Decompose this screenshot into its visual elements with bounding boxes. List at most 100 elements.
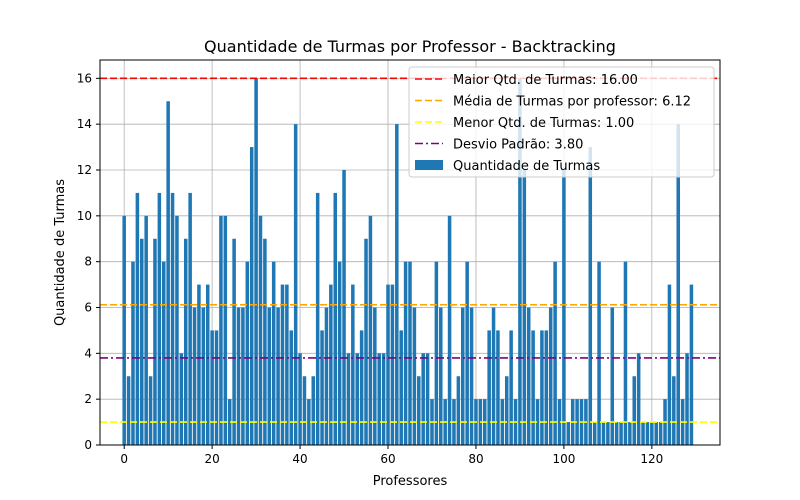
bar bbox=[293, 124, 298, 446]
bar bbox=[526, 307, 531, 445]
bar bbox=[614, 422, 619, 445]
bar bbox=[658, 422, 663, 445]
bar bbox=[425, 353, 430, 445]
y-tick-label: 0 bbox=[84, 438, 92, 452]
bar bbox=[241, 307, 245, 445]
bar bbox=[210, 330, 214, 445]
bar bbox=[153, 238, 157, 445]
bar bbox=[509, 330, 513, 445]
bar bbox=[592, 422, 597, 445]
bar bbox=[373, 307, 377, 445]
bar bbox=[254, 78, 258, 445]
bar bbox=[610, 307, 615, 445]
bar bbox=[619, 422, 623, 445]
bar bbox=[135, 192, 140, 445]
bar bbox=[412, 307, 417, 445]
plot-area bbox=[99, 59, 721, 446]
x-tick-label: 120 bbox=[640, 452, 663, 466]
bar bbox=[606, 422, 610, 445]
x-tick-label: 80 bbox=[468, 452, 483, 466]
x-tick-label: 20 bbox=[204, 452, 219, 466]
bar bbox=[302, 376, 307, 445]
bar bbox=[368, 215, 373, 445]
bar bbox=[280, 284, 285, 445]
bar bbox=[258, 215, 263, 445]
bar bbox=[285, 284, 289, 445]
x-tick-label: 100 bbox=[552, 452, 575, 466]
bar bbox=[377, 353, 381, 445]
legend-swatch bbox=[415, 160, 443, 170]
bar bbox=[641, 422, 645, 445]
bar bbox=[632, 376, 637, 445]
x-axis-ticks: 0 20 40 60 80 100 120 bbox=[120, 445, 663, 466]
y-tick-label: 12 bbox=[77, 163, 92, 177]
bar bbox=[140, 238, 144, 445]
bar bbox=[157, 192, 162, 445]
bar bbox=[227, 399, 232, 445]
legend-label: Desvio Padrão: 3.80 bbox=[453, 138, 583, 153]
legend-label: Quantidade de Turmas bbox=[453, 159, 600, 174]
bar bbox=[496, 330, 500, 445]
bar bbox=[566, 422, 571, 445]
bar bbox=[672, 376, 676, 445]
bar bbox=[162, 261, 166, 445]
bar bbox=[654, 422, 658, 445]
bar bbox=[179, 353, 184, 445]
bar bbox=[351, 284, 355, 445]
bar bbox=[588, 147, 593, 446]
x-tick-label: 40 bbox=[292, 452, 307, 466]
bar bbox=[636, 353, 641, 445]
bar bbox=[236, 307, 241, 445]
bar bbox=[465, 261, 469, 445]
bar bbox=[144, 215, 148, 445]
bar bbox=[188, 192, 192, 445]
bar bbox=[320, 330, 324, 445]
bar bbox=[355, 353, 359, 445]
bar bbox=[421, 353, 425, 445]
bar bbox=[439, 307, 443, 445]
bar bbox=[197, 284, 201, 445]
bar bbox=[531, 330, 535, 445]
bar bbox=[628, 422, 632, 445]
bar bbox=[324, 307, 329, 445]
bar bbox=[364, 238, 368, 445]
bar bbox=[650, 422, 654, 445]
bar bbox=[562, 170, 566, 445]
bar bbox=[491, 307, 496, 445]
bar bbox=[359, 330, 364, 445]
legend-label: Menor Qtd. de Turmas: 1.00 bbox=[453, 116, 634, 131]
bar bbox=[469, 307, 474, 445]
bar bbox=[245, 261, 250, 445]
x-axis-label: Professores bbox=[373, 474, 448, 489]
y-tick-label: 4 bbox=[84, 346, 92, 360]
bar bbox=[487, 330, 491, 445]
bar bbox=[192, 307, 197, 445]
y-tick-label: 6 bbox=[84, 301, 92, 315]
bar bbox=[676, 124, 680, 446]
bar bbox=[689, 284, 694, 445]
bar bbox=[623, 261, 628, 445]
legend: Maior Qtd. de Turmas: 16.00 Média de Turm… bbox=[408, 66, 715, 178]
bar bbox=[122, 215, 126, 445]
chart-title: Quantidade de Turmas por Professor - Bac… bbox=[204, 37, 616, 56]
bar bbox=[685, 353, 689, 445]
bar bbox=[249, 147, 254, 446]
bar bbox=[263, 238, 267, 445]
bar bbox=[461, 307, 465, 445]
bar bbox=[601, 422, 606, 445]
bar bbox=[408, 261, 412, 445]
bar bbox=[667, 284, 672, 445]
bar bbox=[557, 399, 562, 445]
bar bbox=[298, 353, 302, 445]
bar bbox=[329, 284, 333, 445]
bar bbox=[183, 238, 188, 445]
bar bbox=[553, 261, 557, 445]
bar bbox=[205, 284, 210, 445]
bar bbox=[333, 192, 338, 445]
y-axis-label: Quantidade de Turmas bbox=[53, 179, 68, 326]
bar bbox=[544, 330, 549, 445]
bar bbox=[342, 170, 346, 445]
bar bbox=[201, 307, 206, 445]
bar bbox=[267, 307, 272, 445]
